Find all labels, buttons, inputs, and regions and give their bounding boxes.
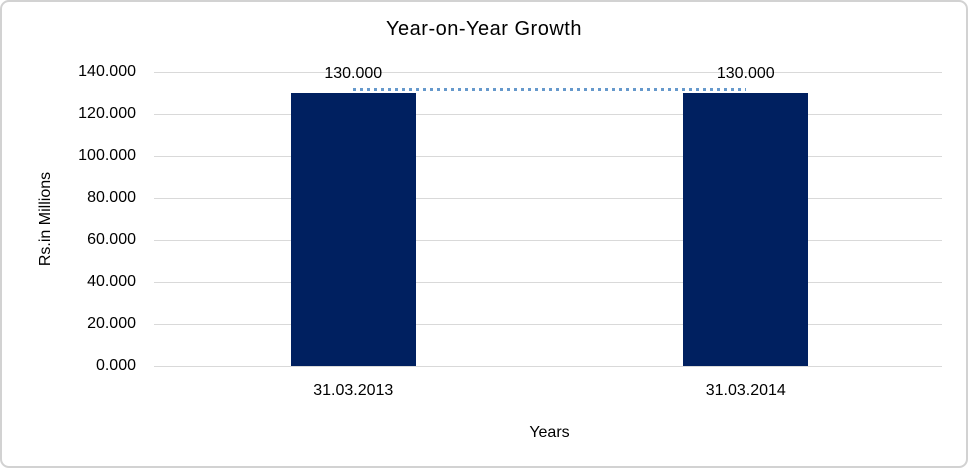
x-axis-title: Years (529, 424, 570, 441)
y-tick-label: 60.000 (87, 231, 136, 248)
gridline (154, 239, 942, 241)
trendline (353, 88, 746, 91)
gridline (154, 323, 942, 325)
x-category-label: 31.03.2014 (705, 382, 786, 399)
chart-title: Year-on-Year Growth (386, 18, 582, 40)
gridline (154, 281, 942, 283)
bar (290, 93, 416, 366)
bar (683, 93, 809, 366)
y-tick-label: 100.000 (78, 147, 136, 164)
gridline (154, 365, 942, 367)
gridline (154, 197, 942, 199)
bar-value-label: 130.000 (716, 65, 775, 82)
y-tick-label: 0.000 (95, 357, 136, 374)
y-tick-label: 120.000 (78, 105, 136, 122)
x-category-label: 31.03.2013 (313, 382, 394, 399)
gridline (154, 71, 942, 73)
y-tick-label: 140.000 (78, 63, 136, 80)
gridline (154, 155, 942, 157)
y-tick-label: 80.000 (87, 189, 136, 206)
y-axis-title: Rs.in Millions (37, 171, 54, 267)
y-tick-label: 20.000 (87, 315, 136, 332)
y-tick-label: 40.000 (87, 273, 136, 290)
gridline (154, 113, 942, 115)
bar-value-label: 130.000 (324, 65, 383, 82)
